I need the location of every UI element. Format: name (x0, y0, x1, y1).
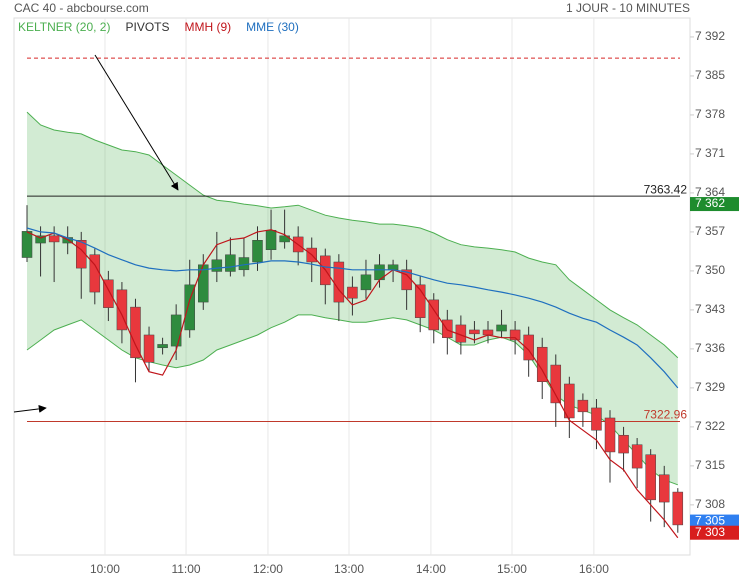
chart-title: CAC 40 - abcbourse.com (14, 1, 149, 15)
annotation-arrow (94, 54, 179, 191)
x-tick-label: 11:00 (171, 562, 200, 576)
y-tick-label: 7 378 (695, 107, 725, 121)
price-marker-label: 7 362 (695, 196, 725, 210)
x-tick-label: 12:00 (253, 562, 283, 576)
candle-body (618, 434, 629, 454)
y-tick-label: 7 315 (695, 458, 725, 472)
x-tick-label: 14:00 (416, 562, 446, 576)
y-tick-label: 7 343 (695, 302, 725, 316)
x-tick-label: 10:00 (90, 562, 120, 576)
legend-entry: PIVOTS (125, 20, 169, 34)
candle-body (211, 259, 223, 272)
candle-body (496, 324, 507, 332)
price-marker (690, 514, 739, 529)
candle-body (35, 235, 46, 244)
y-tick-label: 7 357 (695, 224, 725, 238)
y-tick-label: 7 336 (695, 341, 725, 355)
candle-body (550, 364, 562, 404)
legend-entry: MME (30) (246, 20, 299, 34)
candle-body (645, 454, 656, 501)
plot-frame (13, 17, 691, 556)
candle-body (130, 306, 141, 359)
price-marker-label: 7 303 (695, 525, 725, 539)
price-marker-label: 7 305 (695, 514, 725, 528)
pivot-label: 7363.42 (644, 182, 688, 196)
legend-entry: MMH (9) (185, 20, 232, 34)
candle-body (672, 491, 684, 526)
legend-entry: KELTNER (20, 2) (18, 20, 110, 34)
band-upper (26, 111, 679, 359)
candle-body (265, 229, 277, 250)
candle-body (157, 344, 168, 349)
candle-body (482, 329, 494, 336)
candle-body (658, 474, 670, 503)
indicator-line (26, 227, 679, 389)
candle-body (604, 417, 616, 453)
y-tick-label: 7 371 (695, 146, 725, 160)
candle-body (631, 444, 643, 469)
candle-body (170, 314, 182, 347)
x-tick-label: 15:00 (497, 562, 527, 576)
candle-body (103, 279, 114, 308)
y-tick-label: 7 364 (695, 185, 725, 199)
y-tick-label: 7 329 (695, 380, 725, 394)
candle-body (442, 319, 453, 338)
candle-body (347, 286, 358, 299)
candle-body (577, 399, 589, 413)
y-tick-label: 7 322 (695, 419, 725, 433)
candle-body (21, 231, 33, 258)
y-tick-label: 7 385 (695, 68, 725, 82)
candle-body (252, 240, 263, 263)
x-tick-label: 13:00 (334, 562, 364, 576)
candle-body (143, 334, 155, 363)
candle-body (523, 334, 534, 361)
candle-body (238, 257, 250, 271)
y-tick-label: 7 308 (695, 497, 725, 511)
candle-body (428, 299, 440, 331)
candle-body (184, 284, 195, 331)
candle-body (509, 329, 521, 341)
y-tick-label: 7 392 (695, 29, 725, 43)
chart-subtitle: 1 JOUR - 10 MINUTES (566, 1, 690, 15)
candle-body (116, 289, 128, 331)
price-marker (690, 197, 739, 212)
candle-body (48, 235, 60, 243)
indicator-line (26, 229, 679, 539)
candle-body (536, 346, 548, 383)
pivot-label: 7322.96 (644, 408, 688, 422)
candle-body (387, 264, 399, 271)
y-tick-label: 7 350 (695, 263, 725, 277)
candle-body (591, 407, 602, 431)
annotation-arrow (13, 404, 47, 413)
candle-body (414, 284, 426, 318)
candle-body (360, 274, 372, 291)
candle-body (75, 240, 87, 269)
x-tick-label: 16:00 (579, 562, 609, 576)
candle-body (469, 329, 480, 335)
candle-body (564, 383, 575, 419)
candle-body (225, 254, 236, 272)
price-marker (690, 525, 739, 540)
